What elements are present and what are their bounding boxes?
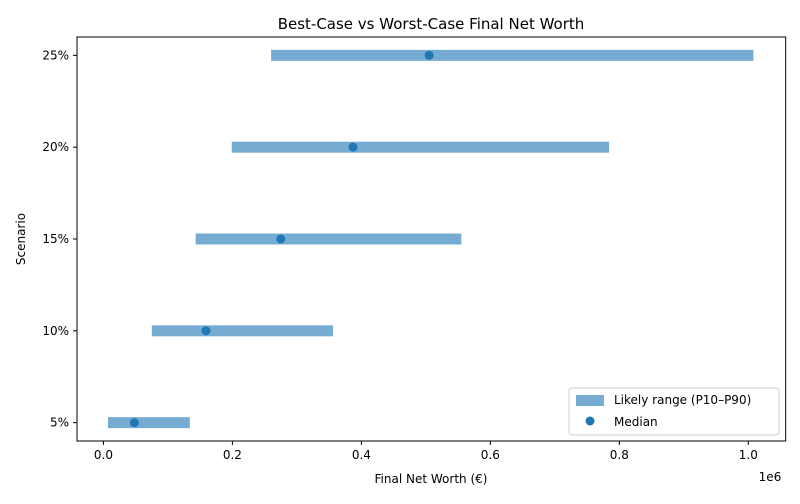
x-tick-label: 0.2 bbox=[223, 448, 242, 462]
range-bar-25% bbox=[271, 49, 754, 61]
range-bar-15% bbox=[195, 233, 462, 245]
legend-range-label: Likely range (P10–P90) bbox=[614, 393, 751, 407]
range-bar-20% bbox=[231, 141, 610, 153]
median-point-5% bbox=[129, 418, 139, 428]
y-tick-label: 20% bbox=[42, 140, 69, 154]
y-tick-label: 5% bbox=[50, 416, 69, 430]
x-tick-label: 0.8 bbox=[610, 448, 629, 462]
median-point-10% bbox=[201, 326, 211, 336]
legend: Likely range (P10–P90) Median bbox=[568, 387, 780, 436]
range-bar-5% bbox=[107, 417, 190, 429]
legend-range-swatch bbox=[576, 395, 604, 406]
chart-title: Best-Case vs Worst-Case Final Net Worth bbox=[278, 15, 585, 33]
x-tick-label: 1.0 bbox=[739, 448, 758, 462]
x-tick-label: 0.4 bbox=[352, 448, 371, 462]
x-tick-label: 0.0 bbox=[94, 448, 113, 462]
x-offset-label: 1e6 bbox=[759, 470, 782, 484]
range-bar-10% bbox=[151, 325, 334, 337]
y-tick-label: 10% bbox=[42, 324, 69, 338]
y-tick-label: 15% bbox=[42, 232, 69, 246]
legend-median-label: Median bbox=[614, 415, 658, 429]
legend-box bbox=[568, 387, 780, 436]
x-axis-label: Final Net Worth (€) bbox=[375, 472, 488, 486]
legend-median-marker bbox=[585, 416, 595, 426]
median-point-15% bbox=[276, 234, 286, 244]
median-point-20% bbox=[348, 142, 358, 152]
x-tick-label: 0.6 bbox=[481, 448, 500, 462]
y-axis-label: Scenario bbox=[14, 213, 28, 265]
median-point-25% bbox=[424, 50, 434, 60]
y-tick-label: 25% bbox=[42, 48, 69, 62]
